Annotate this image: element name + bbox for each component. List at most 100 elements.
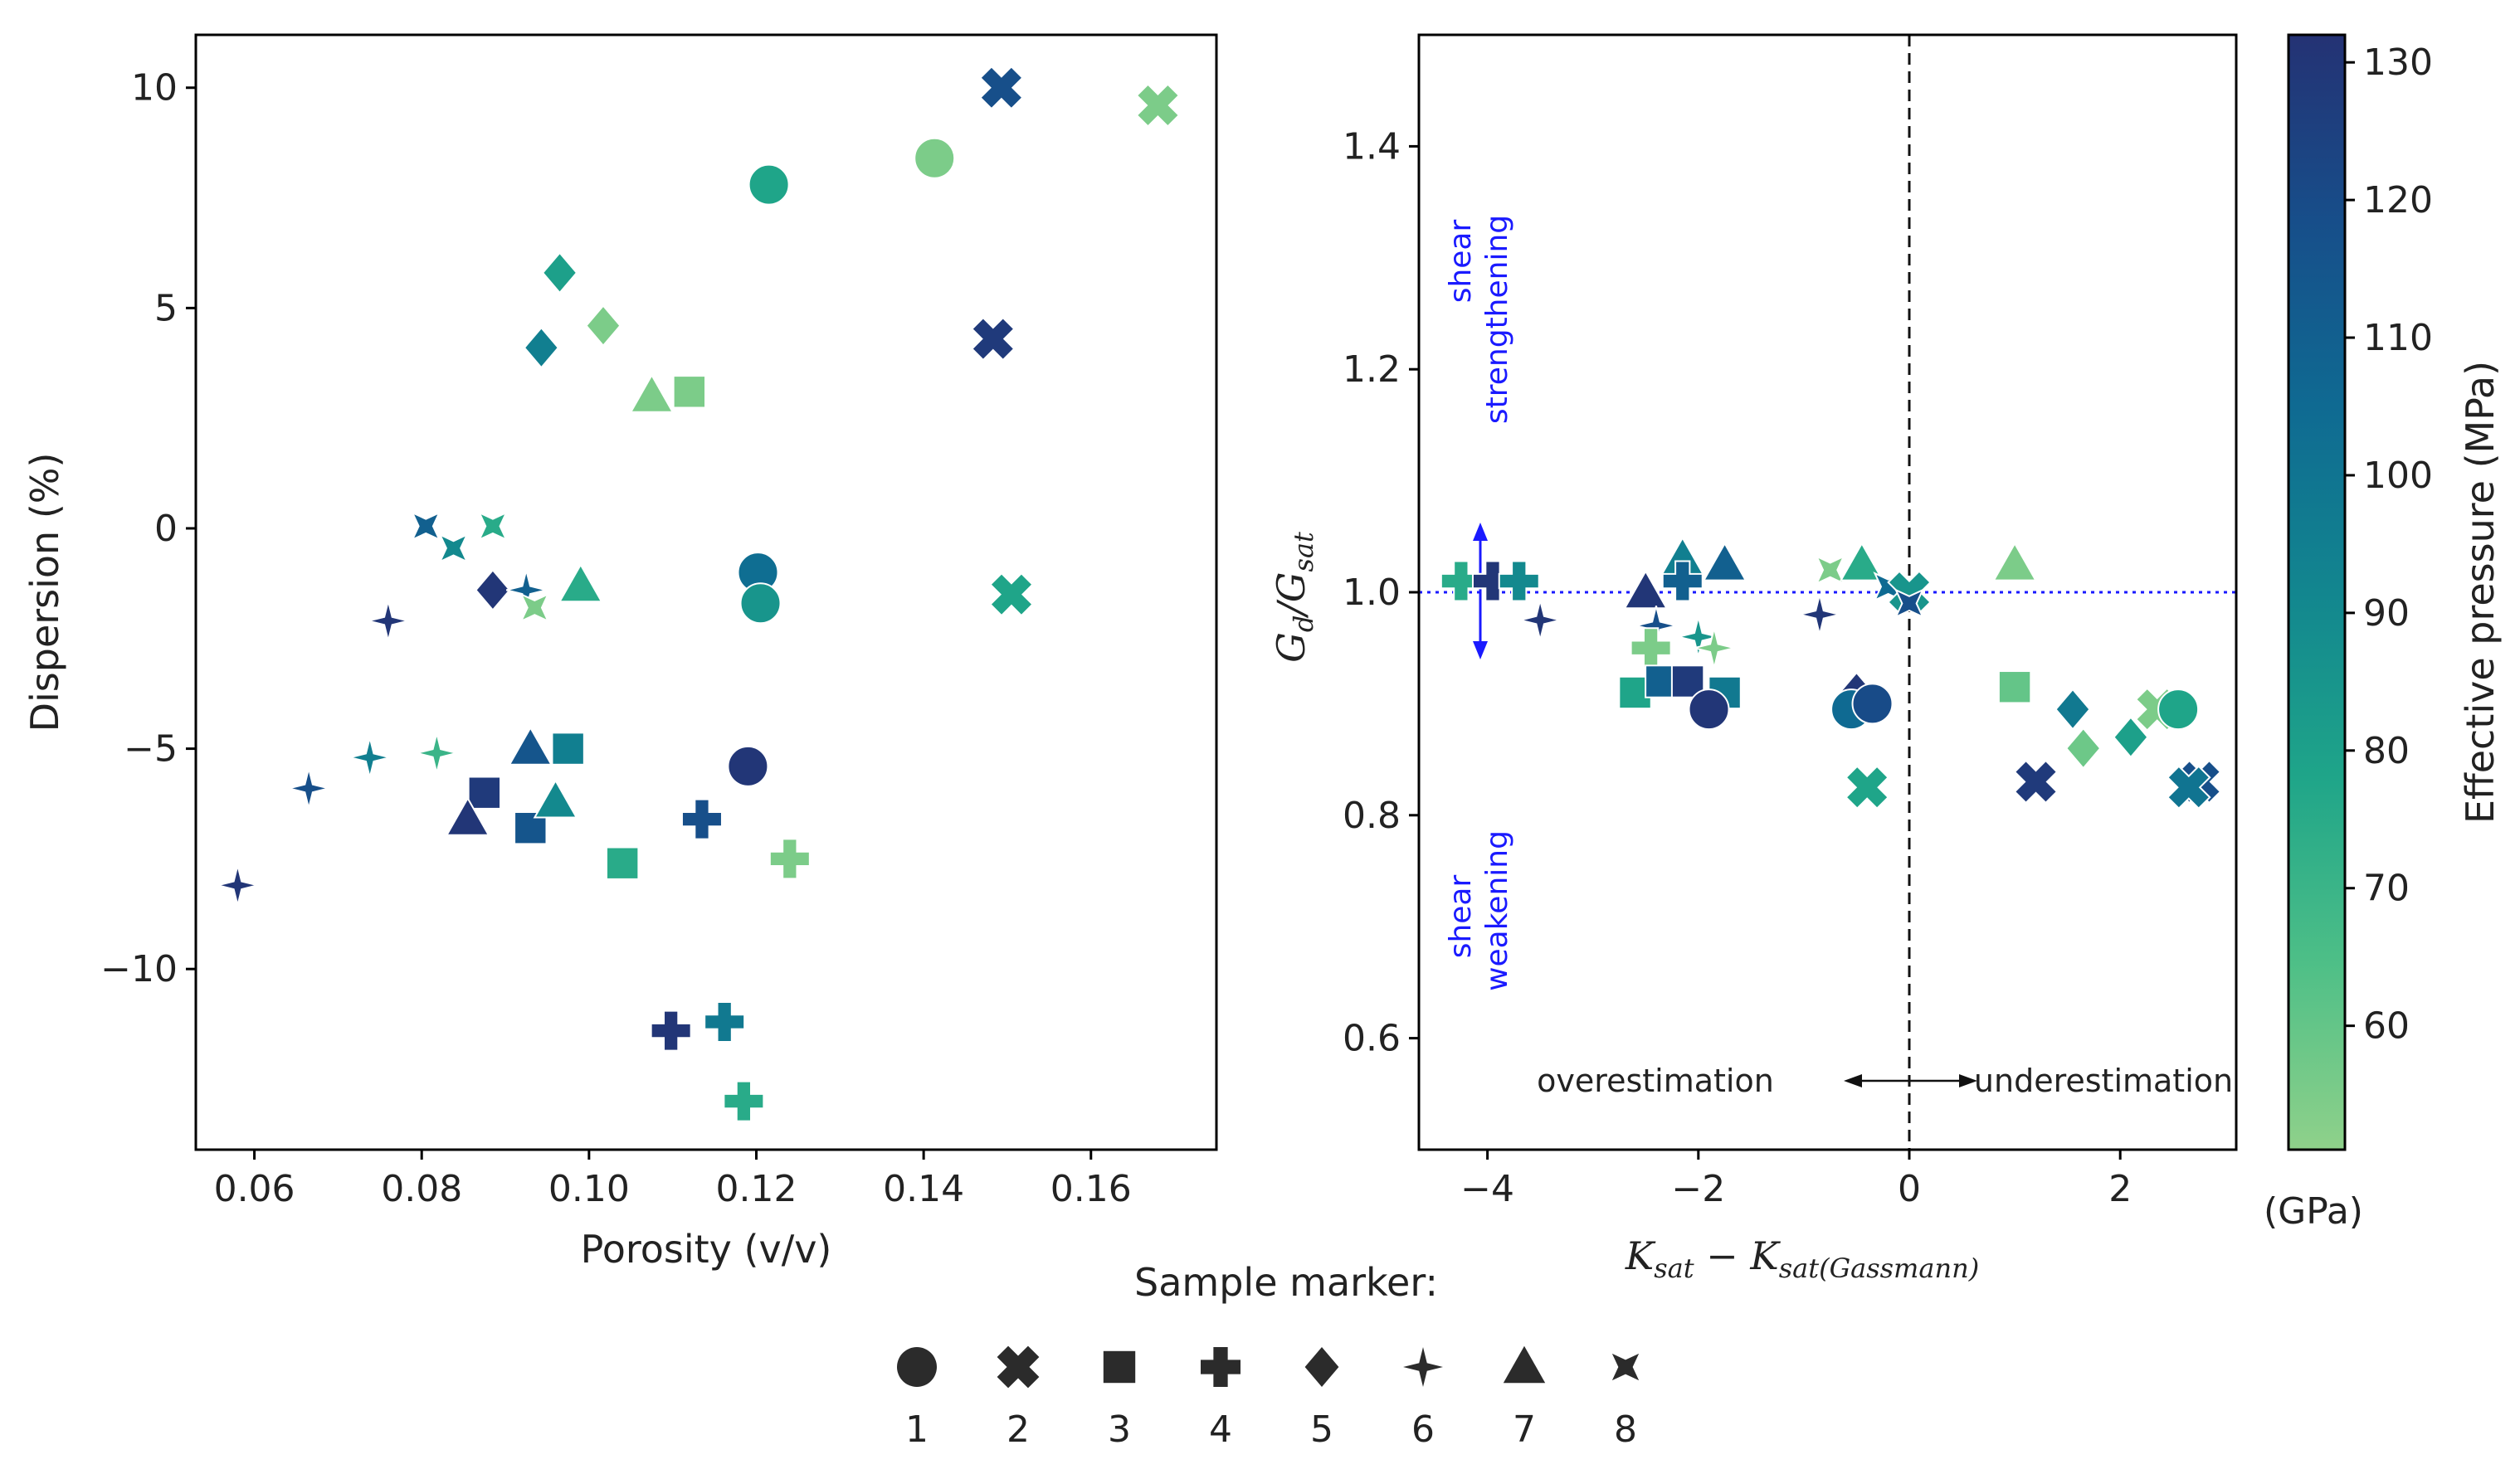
left-point-sample-3 (551, 732, 585, 766)
left-point-sample-7 (445, 796, 490, 836)
left-point-sample-8 (477, 511, 509, 542)
legend-label-1: 1 (905, 1408, 929, 1451)
left-chart: 0.06 0.08 0.10 0.12 0.14 0.16 10 5 0 −5 −10 Poros… (22, 33, 1218, 1272)
right-point-sample-3 (1997, 670, 2032, 704)
right-x-tick-label: −2 (1671, 1168, 1725, 1210)
left-x-tick-label: 0.06 (214, 1168, 295, 1210)
legend-label-8: 8 (1614, 1408, 1637, 1451)
legend-label-2: 2 (1007, 1408, 1030, 1451)
left-x-tick-label: 0.08 (381, 1168, 462, 1210)
colorbar-ticks: 60 70 80 90 100 110 120 130 (2345, 41, 2433, 1048)
annot-underestimation: underestimation (1974, 1063, 2233, 1099)
right-point-sample-7 (1992, 542, 2038, 581)
right-point-sample-4 (1440, 560, 1482, 602)
legend-label-3: 3 (1108, 1408, 1131, 1451)
left-point-sample-5 (475, 568, 511, 611)
right-point-sample-5 (2055, 688, 2091, 731)
right-chart: shear strengthening shear weakening over… (1269, 33, 2363, 1284)
left-y-tick-label: −10 (100, 948, 178, 990)
legend-label-5: 5 (1310, 1408, 1333, 1451)
right-point-sample-1 (1688, 688, 1730, 731)
colorbar-tick-label: 70 (2363, 868, 2410, 910)
colorbar: 60 70 80 90 100 110 120 130 Effective pressure … (2287, 33, 2503, 1151)
right-point-sample-4 (1498, 560, 1540, 602)
left-point-sample-7 (629, 373, 675, 413)
left-point-sample-7 (558, 562, 603, 603)
right-point-sample-7 (1623, 569, 1669, 610)
colorbar-tick-label: 100 (2363, 455, 2433, 497)
right-y-tick-label: 1.2 (1343, 348, 1401, 391)
right-x-ticks: −4 −2 0 2 (1460, 1150, 2132, 1210)
legend: Sample marker: 1 2 3 4 5 6 7 8 (897, 1260, 1640, 1451)
left-points (217, 65, 1181, 1122)
colorbar-tick-label: 110 (2363, 317, 2433, 359)
legend-marker-3 (1103, 1350, 1136, 1384)
left-y-ticks: 10 5 0 −5 −10 (100, 67, 196, 990)
right-x-unit: (GPa) (2264, 1190, 2363, 1233)
right-x-tick-label: −4 (1460, 1168, 1514, 1210)
legend-marker-5 (1304, 1347, 1339, 1387)
left-point-sample-4 (680, 798, 723, 840)
left-point-sample-2 (971, 316, 1016, 362)
left-point-sample-4 (650, 1009, 692, 1052)
left-point-sample-4 (723, 1080, 765, 1122)
left-point-sample-7 (508, 726, 553, 766)
left-point-sample-1 (727, 745, 769, 787)
right-guides (1419, 35, 2236, 1150)
left-x-ticks: 0.06 0.08 0.10 0.12 0.14 0.16 (214, 1150, 1132, 1210)
right-x-tick-label: 0 (1898, 1168, 1921, 1210)
left-x-tick-label: 0.16 (1050, 1168, 1132, 1210)
legend-marker-1 (897, 1347, 937, 1387)
right-point-sample-2 (2167, 765, 2211, 810)
left-point-sample-8 (438, 533, 469, 564)
right-point-sample-4 (1630, 627, 1672, 669)
right-y-label: Gd/Gsat (1269, 532, 1319, 663)
left-right-arrow (1844, 1074, 1977, 1087)
annot-shear-weakening-2: weakening (1480, 830, 1514, 991)
left-point-sample-2 (1135, 83, 1181, 128)
legend-label-7: 7 (1513, 1408, 1536, 1451)
left-point-sample-3 (605, 846, 640, 880)
legend-title: Sample marker: (1134, 1260, 1438, 1305)
left-point-sample-5 (541, 251, 578, 294)
left-point-sample-6 (349, 737, 390, 778)
left-point-sample-2 (989, 572, 1034, 617)
right-annotations: shear strengthening shear weakening over… (1444, 215, 2233, 1099)
left-point-sample-8 (411, 511, 441, 542)
left-y-tick-label: 0 (154, 508, 178, 550)
right-point-sample-6 (1799, 594, 1840, 635)
right-point-sample-8 (1894, 588, 1925, 619)
legend-marker-6 (1403, 1347, 1443, 1387)
up-down-arrow (1473, 523, 1488, 659)
right-point-sample-5 (2064, 727, 2102, 770)
left-x-tick-label: 0.14 (883, 1168, 964, 1210)
left-x-tick-label: 0.10 (548, 1168, 630, 1210)
left-point-sample-5 (585, 304, 621, 348)
left-y-tick-label: 5 (154, 287, 178, 329)
right-point-sample-6 (1678, 616, 1719, 657)
left-point-sample-6 (217, 865, 258, 906)
right-point-sample-7 (1702, 542, 1747, 581)
right-point-sample-8 (1815, 554, 1845, 586)
left-point-sample-1 (748, 163, 790, 206)
left-point-sample-6 (288, 768, 329, 809)
right-point-sample-2 (1845, 765, 1889, 810)
right-y-tick-label: 0.8 (1343, 795, 1401, 837)
right-y-tick-label: 1.4 (1343, 125, 1401, 168)
left-y-tick-label: 10 (131, 67, 178, 109)
legend-marker-7 (1503, 1345, 1546, 1384)
left-point-sample-4 (768, 838, 811, 880)
right-points (1440, 536, 2222, 810)
left-y-tick-label: −5 (124, 728, 178, 771)
right-y-tick-label: 1.0 (1343, 572, 1401, 614)
right-point-sample-1 (1851, 683, 1894, 725)
left-point-sample-4 (704, 1000, 746, 1043)
left-point-sample-7 (533, 779, 578, 819)
legend-marker-2 (997, 1345, 1040, 1389)
annot-shear-weakening-1: shear (1444, 875, 1478, 959)
left-point-sample-1 (739, 582, 782, 625)
left-point-sample-6 (417, 732, 457, 774)
right-x-tick-label: 2 (2108, 1168, 2132, 1210)
colorbar-gradient (2287, 33, 2347, 1151)
